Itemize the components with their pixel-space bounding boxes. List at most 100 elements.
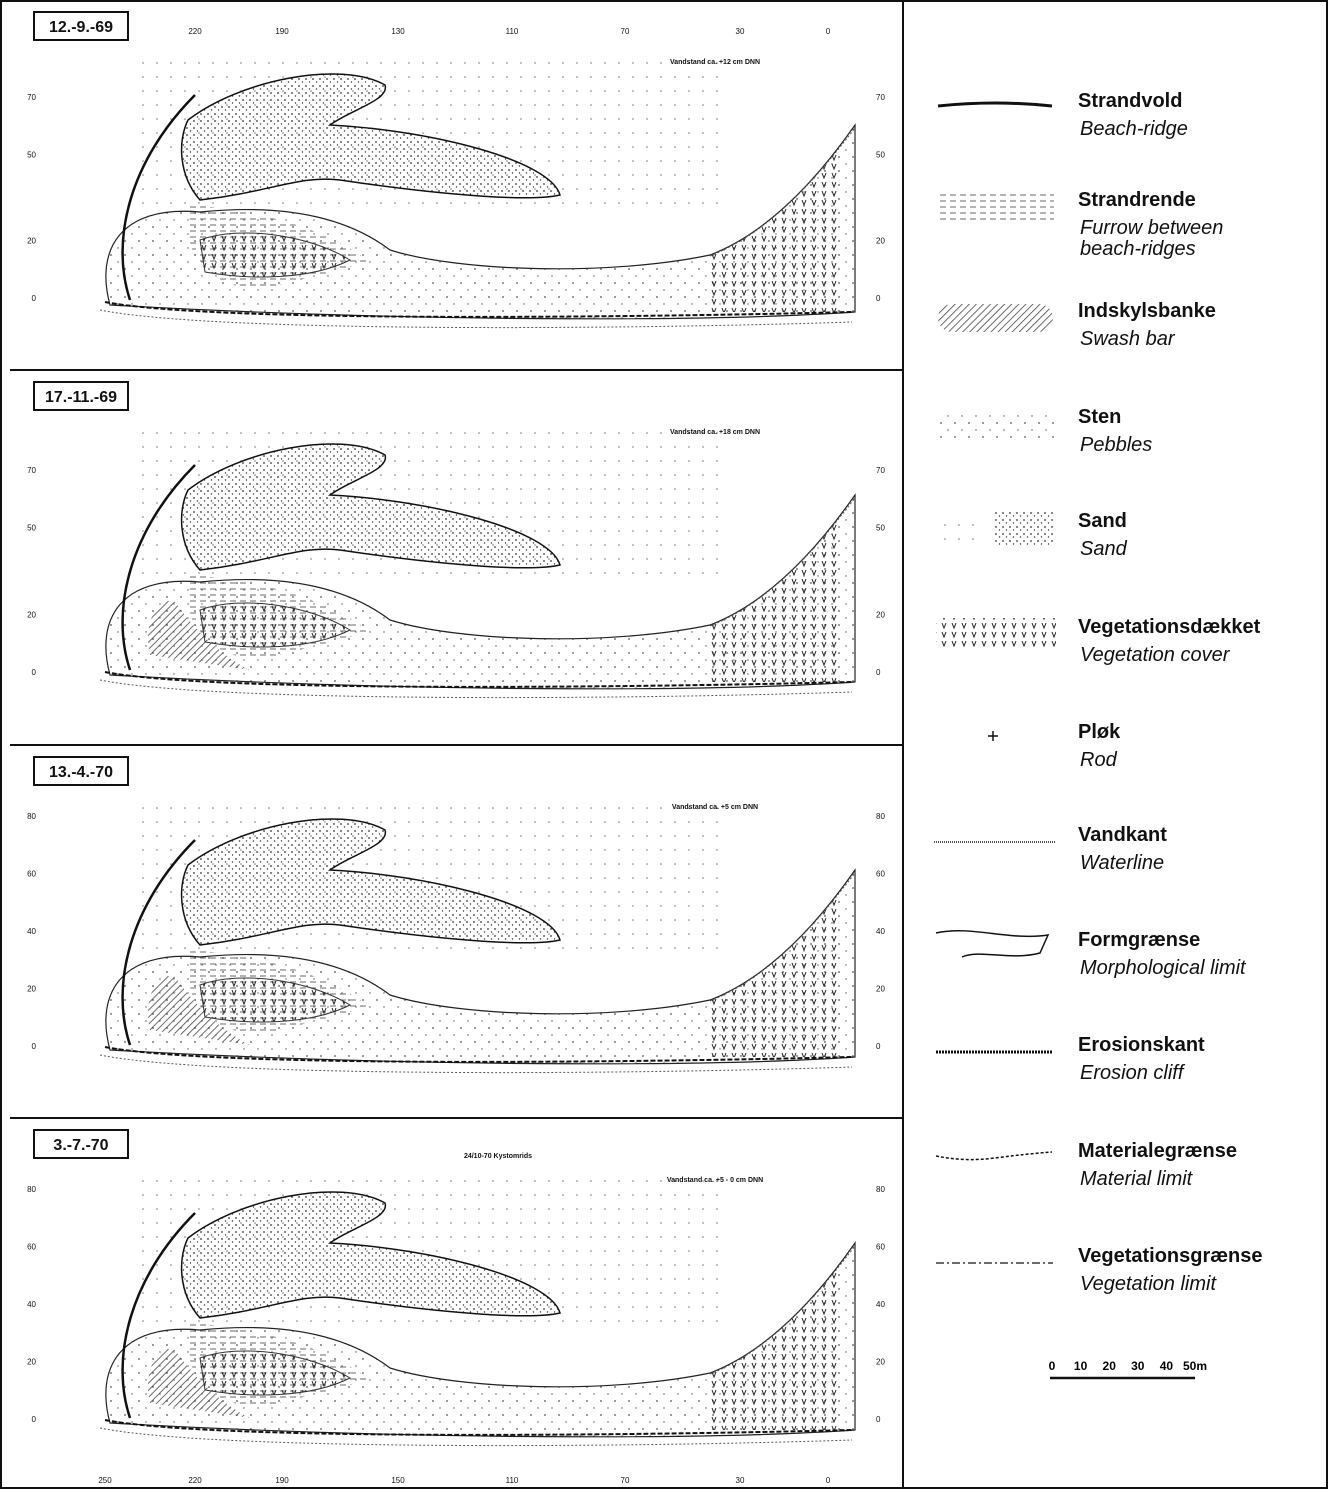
x-label: 70 [621,27,630,36]
y-label: 20 [27,610,36,619]
y-label: 60 [27,1243,36,1252]
legend-english: Pebbles [1080,434,1152,456]
water-level: Vandstand ca. +5 - 0 cm DNN [667,1177,763,1184]
legend-danish: Strandrende [1078,189,1196,211]
y-label: 80 [876,1185,885,1194]
y-label: 20 [876,1358,885,1367]
y-label: 50 [876,524,885,533]
map-panel: 12.-9.-69 Vandstand ca. +12 cm DNN 70 50 20 0… [27,12,885,328]
legend-danish: Pløk [1078,721,1121,743]
legend-danish: Formgrænse [1078,929,1200,951]
water-level: Vandstand ca. +5 cm DNN [672,804,758,811]
y-label: 20 [27,1358,36,1367]
y-label: 0 [876,294,881,303]
x-label: 250 [98,1476,112,1485]
legend-danish: Sand [1078,510,1127,532]
page: {"panels": [ {"date": "12.-9.-69", "wate… [0,0,1328,1489]
legend-english: Erosion cliff [1080,1062,1186,1084]
y-label: 50 [27,524,36,533]
x-label: 30 [736,27,745,36]
x-label: 190 [275,1476,289,1485]
legend-danish: Indskylsbanke [1078,300,1216,322]
figure: 12.-9.-69 Vandstand ca. +12 cm DNN 70 50 20 0… [0,0,1328,1489]
y-label: 0 [876,1415,881,1424]
symbol [936,1152,1052,1160]
y-label: 0 [876,1042,881,1051]
x-label: 220 [188,27,202,36]
y-label: 40 [876,1300,885,1309]
water-level: Vandstand ca. +18 cm DNN [670,429,760,436]
legend-danish: Sten [1078,406,1121,428]
symbol [938,103,1052,106]
date: 17.-11.-69 [45,389,117,406]
y-label: 20 [27,985,36,994]
y-label: 70 [27,93,36,102]
legend-danish: Vegetationsdækket [1078,616,1261,638]
legend-english: Rod [1080,749,1118,771]
symbol [936,411,1054,439]
x-label: 190 [275,27,289,36]
y-label: 0 [32,668,37,677]
x-label: 30 [736,1476,745,1485]
scale-label: 30 [1131,1359,1145,1373]
y-label: 0 [32,1042,37,1051]
date: 3.-7.-70 [53,1137,108,1154]
y-label: 40 [27,927,36,936]
y-label: 0 [32,294,37,303]
legend-english: Sand [1080,538,1128,560]
map-panel: 17.-11.-69 Vandstand ca. +18 cm DNN 70 50 20… [27,382,885,698]
legend-english: Vegetation cover [1080,644,1231,666]
legend-danish: Vegetationsgrænse [1078,1245,1263,1267]
scale-label: 20 [1103,1359,1117,1373]
legend-english: Material limit [1080,1168,1194,1190]
map-panel: 3.-7.-70 Vandstand ca. +5 - 0 cm DNN 24/10… [27,1130,885,1485]
x-label: 0 [826,1476,831,1485]
y-label: 60 [876,1243,885,1252]
legend-english: beach-ridges [1080,238,1196,260]
x-label: 130 [391,27,405,36]
water-level: Vandstand ca. +12 cm DNN [670,59,760,66]
date: 12.-9.-69 [49,19,113,36]
y-label: 80 [27,1185,36,1194]
y-label: 60 [27,870,36,879]
y-label: 50 [27,150,36,159]
y-label: 60 [876,870,885,879]
scale-label: 40 [1160,1359,1174,1373]
spit-map [100,55,855,328]
scale-label: 50m [1183,1359,1207,1373]
y-label: 70 [876,93,885,102]
y-label: 80 [27,812,36,821]
symbol [936,931,1048,957]
x-label: 110 [506,1476,519,1485]
symbol [936,194,1054,224]
y-label: 0 [32,1415,37,1424]
date: 13.-4.-70 [49,764,113,781]
y-label: 50 [876,150,885,159]
y-label: 40 [27,1300,36,1309]
legend-english: Furrow between [1080,217,1223,239]
symbol [994,512,1054,546]
y-label: 20 [27,237,36,246]
y-label: 20 [876,237,885,246]
legend-english: Swash bar [1080,328,1176,350]
note: 24/10-70 Kystomrids [464,1153,532,1160]
y-label: 20 [876,985,885,994]
y-label: 80 [876,812,885,821]
y-label: 70 [876,466,885,475]
map-panel: 13.-4.-70 Vandstand ca. +5 cm DNN 80 60 40 20… [27,757,885,1073]
y-label: 20 [876,610,885,619]
legend-danish: Erosionskant [1078,1034,1205,1056]
y-label: 0 [876,668,881,677]
symbol [936,512,986,546]
legend-danish: Materialegrænse [1078,1140,1237,1162]
x-label: 110 [506,27,519,36]
y-label: 70 [27,466,36,475]
scale-label: 10 [1074,1359,1088,1373]
x-label: 0 [826,27,831,36]
symbol [938,304,1053,332]
legend-english: Waterline [1080,852,1164,874]
legend-danish: Vandkant [1078,824,1167,846]
legend-english: Vegetation limit [1080,1273,1217,1295]
